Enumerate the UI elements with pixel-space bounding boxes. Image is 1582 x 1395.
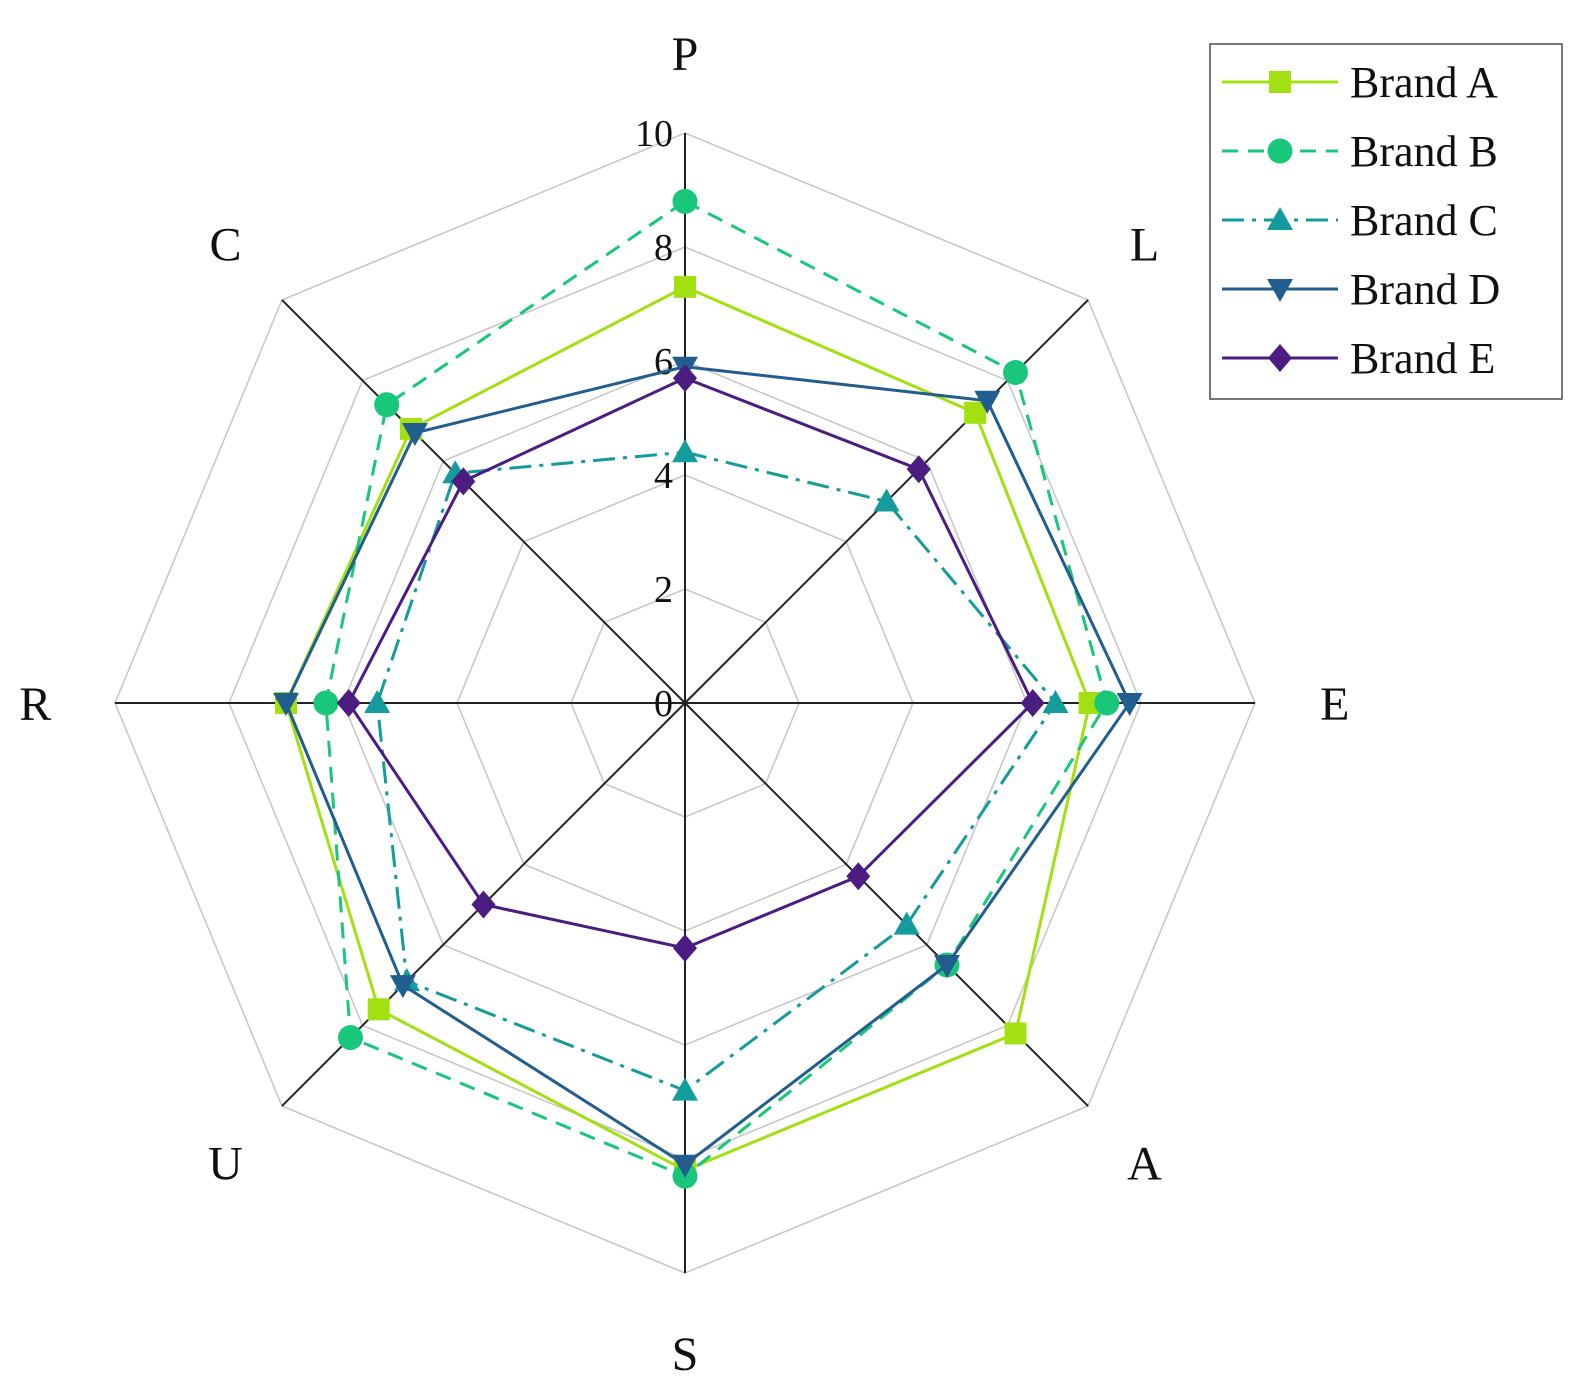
- data-point-r: [364, 690, 391, 713]
- data-point-e: [1116, 693, 1143, 716]
- axis-label-s: S: [672, 1328, 699, 1381]
- data-point-a: [933, 954, 960, 978]
- legend-label: Brand D: [1350, 265, 1500, 314]
- series-group: [273, 188, 1143, 1189]
- legend-marker: [1268, 344, 1292, 372]
- tick-label: 0: [654, 683, 673, 725]
- data-point-c: [401, 422, 428, 446]
- axis-labels: P L E A S U R C: [19, 28, 1349, 1381]
- data-point-s: [672, 1077, 698, 1101]
- legend-marker: [1267, 207, 1293, 230]
- data-point-s: [673, 934, 697, 963]
- axis-label-r: R: [19, 678, 51, 731]
- legend-entry-brand-d: Brand D: [1222, 265, 1500, 314]
- data-point-p: [672, 439, 698, 463]
- data-point-e: [1042, 690, 1069, 713]
- data-point-u: [389, 975, 416, 999]
- data-point-p: [673, 364, 697, 393]
- data-point-c: [374, 392, 400, 418]
- data-point-l: [964, 401, 987, 424]
- legend-label: Brand C: [1350, 196, 1498, 245]
- data-point-l: [1003, 359, 1029, 385]
- data-point-c: [451, 467, 476, 496]
- data-point-s: [672, 1154, 698, 1178]
- series-brand-c: [364, 439, 1069, 1101]
- legend-marker: [1267, 138, 1293, 164]
- data-point-a: [1004, 1022, 1027, 1045]
- axis-spoke-c: [281, 299, 686, 704]
- data-point-e: [1020, 689, 1045, 717]
- series-brand-a: [275, 275, 1101, 1182]
- data-point-e: [1094, 690, 1120, 716]
- radial-tick-labels: 0 2 4 6 8 10: [635, 113, 673, 725]
- data-point-a: [893, 911, 920, 935]
- axis-label-l: L: [1130, 219, 1159, 272]
- axis-label-p: P: [672, 28, 699, 81]
- series-brand-d: [273, 356, 1143, 1178]
- tick-label: 4: [654, 455, 673, 497]
- legend-label: Brand B: [1350, 127, 1498, 176]
- series-line-brand-e: [346, 376, 1035, 950]
- legend-label: Brand E: [1350, 334, 1495, 383]
- axis-label-e: E: [1320, 678, 1349, 731]
- data-point-a: [846, 862, 871, 891]
- legend-entry-brand-b: Brand B: [1222, 127, 1498, 176]
- data-point-l: [974, 390, 1001, 414]
- data-point-r: [273, 693, 299, 716]
- legend-marker: [1267, 279, 1293, 302]
- data-point-l: [906, 455, 931, 484]
- series-brand-e: [336, 364, 1045, 963]
- axis-label-u: U: [208, 1137, 243, 1190]
- legend-entry-brand-e: Brand E: [1222, 334, 1495, 383]
- legend-entry-brand-a: Brand A: [1222, 58, 1498, 107]
- data-point-p: [674, 275, 696, 298]
- tick-label: 2: [654, 569, 673, 611]
- axis-label-c: C: [210, 219, 242, 272]
- data-point-u: [471, 890, 496, 919]
- data-point-u: [337, 1025, 363, 1051]
- legend-label: Brand A: [1350, 58, 1498, 107]
- legend-marker: [1269, 71, 1291, 93]
- data-point-u: [367, 998, 390, 1021]
- legend: Brand A Brand B Brand C Brand D Brand E: [1209, 43, 1563, 400]
- data-point-r: [313, 690, 339, 716]
- series-line-brand-c: [375, 450, 1058, 1093]
- tick-label: 8: [654, 227, 673, 269]
- tick-label: 6: [654, 341, 673, 383]
- legend-entry-brand-c: Brand C: [1222, 196, 1498, 245]
- data-point-e: [1078, 692, 1101, 714]
- data-point-l: [873, 488, 900, 512]
- axis-label-a: A: [1127, 1137, 1162, 1190]
- data-point-p: [672, 188, 698, 214]
- data-point-r: [336, 689, 361, 717]
- tick-label: 10: [635, 113, 673, 155]
